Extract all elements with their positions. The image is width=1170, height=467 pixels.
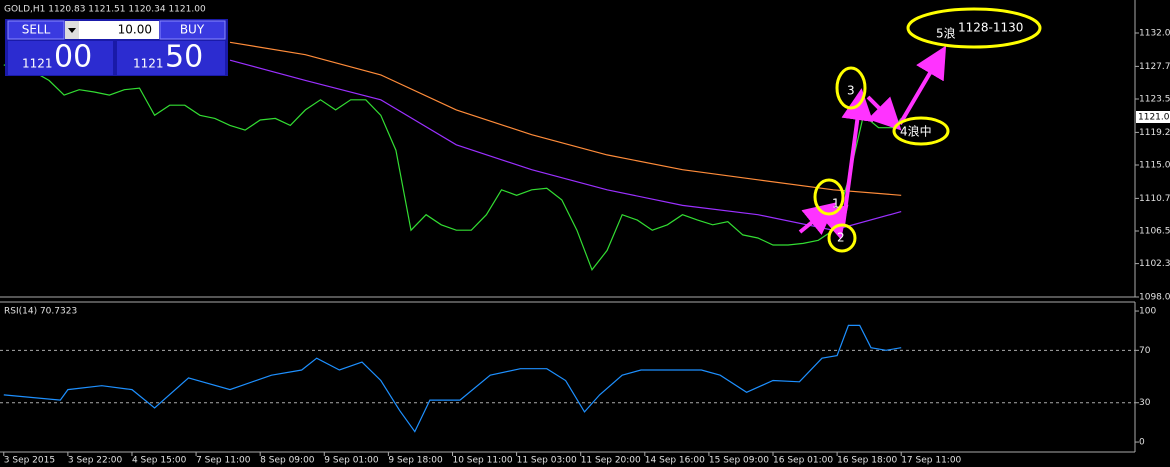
series-line bbox=[229, 41, 902, 196]
sell-label: SELL bbox=[22, 23, 51, 37]
y-tick-label: 1102.30 bbox=[1139, 259, 1170, 269]
plot-layer: 1132.00 1127.70 1123.50 1119.20 1115.00 1110.… bbox=[0, 29, 1170, 466]
buy-button[interactable] bbox=[159, 20, 226, 40]
buy-label: BUY bbox=[180, 23, 205, 37]
y-tick-label: 0 bbox=[1139, 438, 1145, 448]
x-tick-label: 9 Sep 01:00 bbox=[324, 456, 379, 466]
wave-circle bbox=[835, 66, 867, 110]
wave-label: 3 bbox=[847, 84, 855, 98]
buy-price-tail: 50 bbox=[165, 40, 203, 75]
wave-label: 2 bbox=[837, 231, 845, 245]
y-tick-label: 1123.50 bbox=[1139, 95, 1170, 105]
series-line bbox=[3, 324, 902, 433]
x-tick-label: 3 Sep 22:00 bbox=[68, 456, 123, 466]
arrow bbox=[898, 45, 947, 126]
wave-circle bbox=[892, 116, 950, 146]
x-tick-label: 3 Sep 2015 bbox=[4, 456, 55, 466]
y-tick-label: 1115.00 bbox=[1139, 161, 1170, 171]
x-tick-label: 10 Sep 11:00 bbox=[452, 456, 512, 466]
arrow bbox=[866, 95, 902, 131]
current-price-box bbox=[1136, 111, 1170, 123]
x-tick-label: 16 Sep 01:00 bbox=[773, 456, 833, 466]
x-tick-label: 11 Sep 20:00 bbox=[581, 456, 641, 466]
wave-circle bbox=[827, 223, 857, 253]
x-tick-label: 8 Sep 09:00 bbox=[260, 456, 315, 466]
wave-label: 5浪 bbox=[936, 26, 956, 41]
symbol-info: GOLD,H1 1120.83 1121.51 1120.34 1121.00 bbox=[4, 5, 206, 15]
y-tick-label: 30 bbox=[1139, 398, 1151, 408]
x-tick-label: 16 Sep 18:00 bbox=[837, 456, 897, 466]
lot-value: 10.00 bbox=[118, 23, 152, 37]
wave-label: 4浪中 bbox=[900, 124, 932, 139]
sell-price-head: 1121 bbox=[22, 57, 53, 71]
y-tick-label: 100 bbox=[1139, 307, 1156, 317]
lot-arrow bbox=[68, 28, 76, 33]
panel-title: RSI(14) 70.7323 bbox=[4, 307, 77, 317]
arrow bbox=[841, 88, 874, 227]
y-tick-label: 1132.00 bbox=[1139, 29, 1170, 39]
arrow bbox=[817, 204, 849, 240]
buy-price-box[interactable] bbox=[117, 41, 225, 75]
target-ellipse bbox=[906, 7, 1042, 49]
y-tick-label: 1098.00 bbox=[1139, 293, 1170, 303]
x-tick-label: 11 Sep 03:00 bbox=[517, 456, 577, 466]
wave-label: 1 bbox=[832, 197, 840, 211]
x-tick-label: 7 Sep 11:00 bbox=[196, 456, 251, 466]
x-tick-label: 17 Sep 11:00 bbox=[901, 456, 961, 466]
wave-annotations bbox=[798, 7, 1042, 253]
x-tick-label: 4 Sep 15:00 bbox=[132, 456, 187, 466]
x-tick-label: 15 Sep 09:00 bbox=[709, 456, 769, 466]
y-tick-label: 1119.20 bbox=[1139, 128, 1170, 138]
lot-input[interactable] bbox=[79, 21, 159, 39]
sell-price-box[interactable] bbox=[8, 41, 113, 75]
trade-panel: SELL 10.00 BUY 1121 00 1121 50 bbox=[5, 19, 228, 76]
wave-circle bbox=[813, 178, 845, 216]
y-tick-label: 1127.70 bbox=[1139, 62, 1170, 72]
y-tick-label: 1106.50 bbox=[1139, 227, 1170, 237]
y-tick-label: 1110.70 bbox=[1139, 194, 1170, 204]
x-tick-label: 14 Sep 16:00 bbox=[645, 456, 705, 466]
target-label: 1128-1130 bbox=[958, 21, 1023, 35]
sell-button[interactable] bbox=[7, 20, 65, 40]
sell-price-tail: 00 bbox=[54, 40, 92, 75]
x-tick-label: 9 Sep 18:00 bbox=[388, 456, 443, 466]
y-tick-label: 70 bbox=[1139, 346, 1151, 356]
series-line bbox=[229, 59, 902, 231]
current-price: 1121.00 bbox=[1138, 113, 1170, 123]
buy-price-head: 1121 bbox=[133, 57, 164, 71]
series-line bbox=[3, 64, 902, 272]
